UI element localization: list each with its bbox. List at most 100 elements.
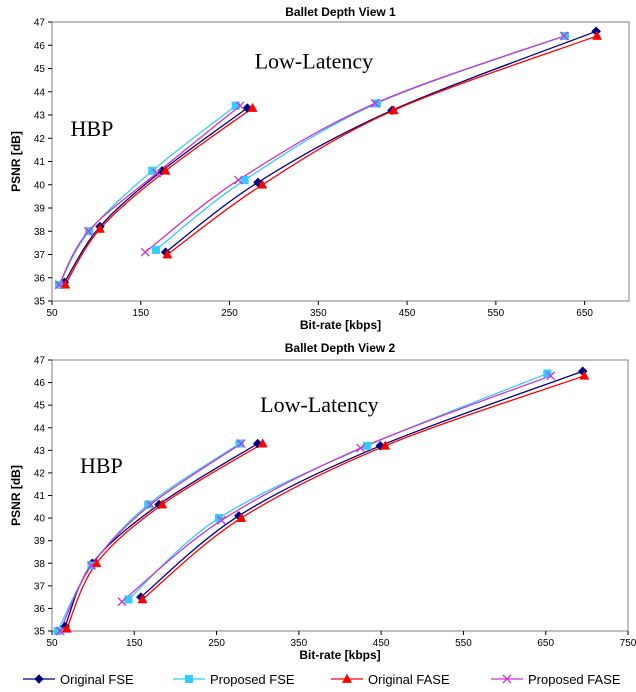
- data-point-original-fase: [61, 623, 72, 633]
- y-tick-label: 36: [34, 273, 46, 284]
- series-line-original-fase-low-latency: [142, 375, 585, 600]
- legend-swatch-proposed-fase: [491, 674, 523, 684]
- data-point-proposed-fse: [543, 369, 552, 378]
- series-line-proposed-fase-hbp: [59, 443, 242, 632]
- data-point-original-fase: [388, 105, 399, 115]
- chart-1: Ballet Depth View 1 35 36 37 38 39 40 41 42 43 44 4…: [9, 5, 630, 332]
- y-tick-label: 41: [34, 491, 46, 502]
- legend-swatch-proposed-fse: [173, 674, 205, 684]
- legend-item-proposed-fse: Proposed FSE: [172, 668, 295, 690]
- x-tick-label: 350: [291, 638, 308, 649]
- data-point-original-fase: [162, 249, 173, 259]
- legend-marker-original-fse: [34, 674, 44, 684]
- data-point-proposed-fase: [152, 168, 162, 178]
- y-tick-label: 46: [34, 41, 46, 52]
- chart-title: Ballet Depth View 2: [285, 341, 396, 355]
- legend-item-proposed-fase: Proposed FASE: [490, 668, 621, 690]
- annotation-hbp: HBP: [80, 453, 123, 478]
- y-axis-label: PSNR [dB]: [9, 465, 23, 526]
- y-tick-label: 40: [34, 514, 46, 525]
- series-line-original-fase-hbp: [64, 107, 253, 286]
- legend-marker-proposed-fase: [502, 674, 512, 684]
- data-point-original-fase: [157, 499, 168, 509]
- legend-label-proposed-fase: Proposed FASE: [528, 671, 621, 687]
- data-point-proposed-fase: [217, 515, 226, 525]
- data-point-original-fase: [592, 30, 603, 40]
- y-tick-label: 40: [34, 180, 46, 191]
- data-point-original-fase: [60, 279, 71, 289]
- data-point-proposed-fase: [87, 561, 96, 570]
- data-point-proposed-fase: [559, 31, 569, 41]
- x-tick-label: 550: [455, 638, 472, 649]
- series-line-original-fse-low-latency: [165, 30, 597, 253]
- x-tick-label: 350: [310, 308, 327, 319]
- data-point-proposed-fase: [146, 500, 156, 509]
- data-point-proposed-fase: [356, 443, 366, 453]
- series-line-original-fase-low-latency: [167, 35, 598, 256]
- y-tick-label: 38: [34, 227, 46, 238]
- data-point-proposed-fse: [124, 595, 133, 604]
- data-point-original-fase: [257, 179, 268, 189]
- x-tick-label: 650: [576, 308, 593, 319]
- data-point-proposed-fase: [140, 247, 150, 257]
- series-line-proposed-fase-hbp: [58, 105, 241, 286]
- x-tick-label: 50: [46, 638, 58, 649]
- series-line-proposed-fase-low-latency: [144, 35, 565, 253]
- y-tick-label: 45: [34, 64, 46, 75]
- data-point-original-fase: [380, 440, 391, 450]
- y-axis-label: PSNR [dB]: [9, 131, 23, 192]
- data-point-original-fase: [579, 370, 590, 380]
- data-point-proposed-fase: [236, 439, 246, 449]
- y-tick-label: 36: [34, 604, 46, 615]
- plot-area: [51, 359, 629, 632]
- data-point-proposed-fse: [53, 626, 62, 636]
- legend-item-original-fse: Original FSE: [22, 668, 134, 690]
- legend-swatch-original-fse: [23, 674, 55, 684]
- y-tick-label: 37: [34, 250, 46, 261]
- y-tick-label: 43: [34, 446, 46, 457]
- legend-label-proposed-fse: Proposed FSE: [210, 671, 295, 687]
- x-tick-label: 750: [620, 638, 636, 649]
- annotation-low-latency: Low-Latency: [260, 392, 379, 417]
- data-point-original-fase: [247, 102, 258, 112]
- series-line-proposed-fse-hbp: [57, 443, 240, 632]
- y-tick-label: 44: [34, 423, 46, 434]
- series-line-proposed-fse-low-latency: [128, 372, 548, 600]
- y-tick-label: 43: [34, 111, 46, 122]
- data-point-proposed-fase: [235, 101, 245, 111]
- data-point-proposed-fase: [546, 371, 556, 381]
- legend-swatch-original-fase: [331, 673, 363, 683]
- y-tick-label: 41: [34, 157, 46, 168]
- chart-title: Ballet Depth View 1: [285, 5, 396, 19]
- data-point-proposed-fse: [372, 99, 381, 108]
- x-axis-label: Bit-rate [kbps]: [299, 648, 380, 662]
- x-axis-label: Bit-rate [kbps]: [300, 318, 381, 332]
- y-tick-label: 46: [34, 378, 46, 389]
- data-point-original-fase: [236, 512, 247, 522]
- x-tick-label: 650: [537, 638, 554, 649]
- y-tick-label: 42: [34, 134, 46, 145]
- data-point-proposed-fase: [54, 280, 64, 290]
- x-tick-label: 150: [132, 308, 149, 319]
- y-tick-label: 39: [34, 204, 46, 215]
- series-line-proposed-fse-hbp: [58, 105, 237, 286]
- y-tick-label: 35: [34, 297, 46, 308]
- legend-marker-proposed-fse: [184, 674, 194, 684]
- x-tick-label: 450: [399, 308, 416, 319]
- data-point-original-fase: [257, 438, 268, 448]
- series-line-original-fse-hbp: [63, 107, 248, 283]
- x-tick-label: 150: [126, 638, 143, 649]
- legend: Original FSE Proposed FSE Original FASE …: [0, 668, 636, 690]
- legend-item-original-fase: Original FASE: [330, 668, 450, 690]
- data-point-proposed-fase: [117, 597, 127, 607]
- data-point-original-fase: [137, 594, 148, 604]
- data-point-original-fase: [160, 165, 171, 175]
- y-tick-label: 39: [34, 536, 46, 547]
- series-line-original-fse-low-latency: [140, 370, 583, 598]
- data-point-proposed-fse: [148, 166, 157, 175]
- series-line-proposed-fase-low-latency: [121, 375, 551, 603]
- x-tick-label: 550: [488, 308, 505, 319]
- data-point-proposed-fse: [235, 439, 244, 448]
- data-point-proposed-fase: [370, 98, 380, 108]
